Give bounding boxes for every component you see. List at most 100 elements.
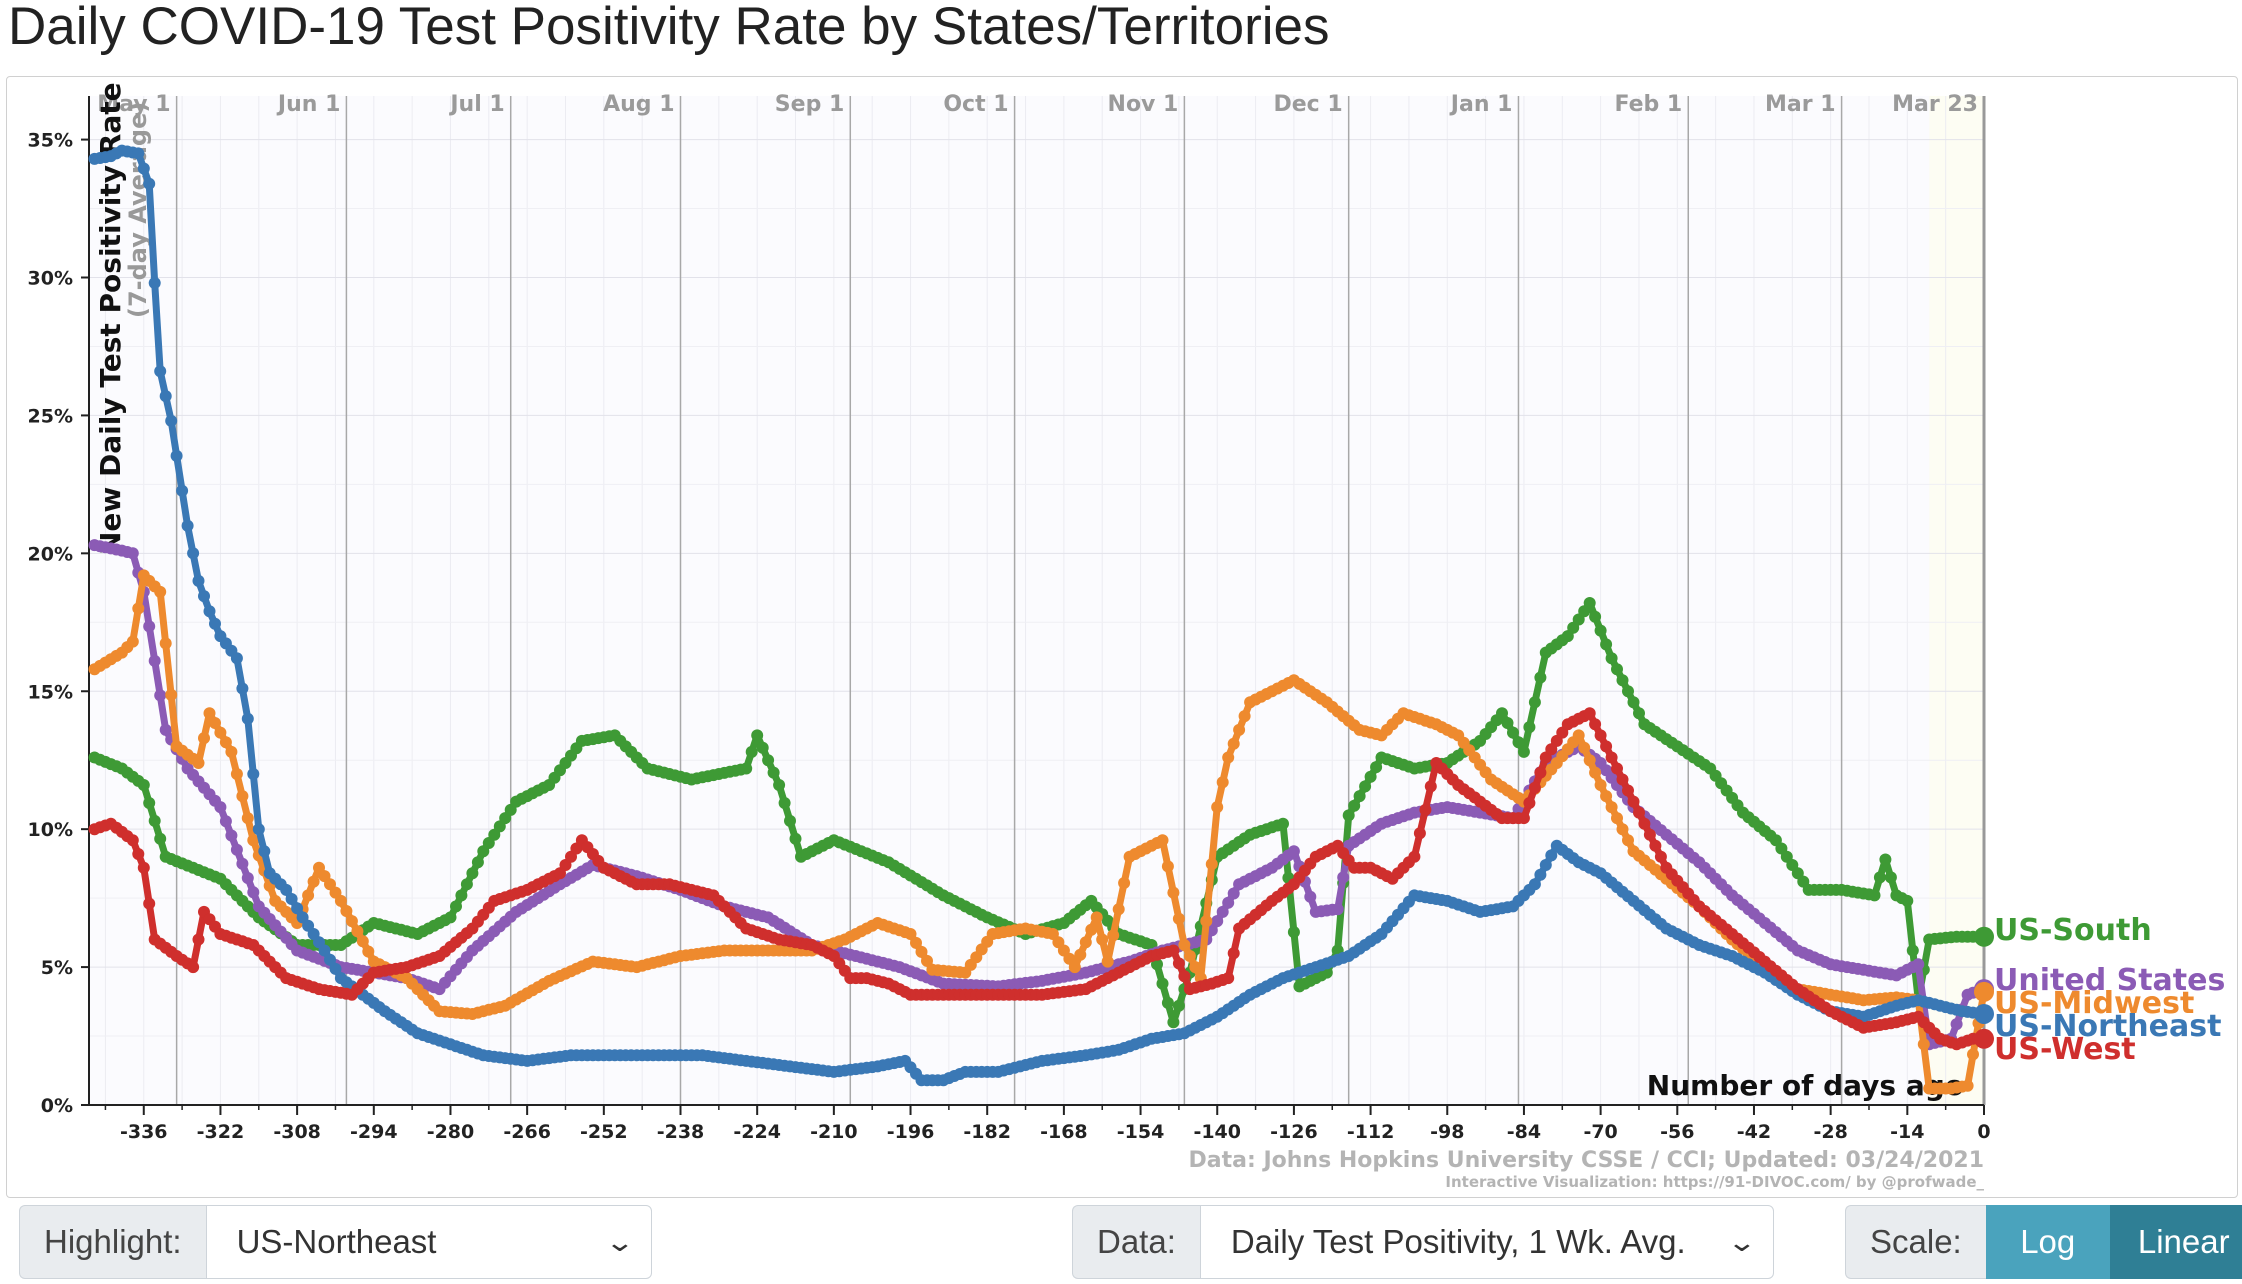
data-source-note: Data: Johns Hopkins University CSSE / CC… <box>1189 1148 1984 1173</box>
data-point <box>181 519 194 532</box>
data-point <box>1633 707 1645 720</box>
data-point <box>1178 970 1191 983</box>
scale-label: Scale: <box>1845 1205 1986 1279</box>
y-tick-label: 0% <box>41 1095 73 1117</box>
data-point <box>241 872 254 884</box>
data-point <box>219 815 232 828</box>
data-point <box>126 547 139 560</box>
y-tick-label: 20% <box>28 543 73 565</box>
data-point <box>1424 780 1437 793</box>
data-point <box>1605 751 1618 764</box>
x-tick-label: -238 <box>657 1121 705 1143</box>
data-point <box>740 762 753 775</box>
highlight-select[interactable]: US-Northeast ⌄ <box>205 1205 652 1279</box>
data-point <box>1654 850 1667 863</box>
data-point <box>1589 766 1602 779</box>
data-point <box>137 779 150 791</box>
data-point <box>132 848 145 860</box>
data-point <box>154 585 167 598</box>
data-point <box>767 766 780 779</box>
data-point <box>1161 860 1174 873</box>
data-point <box>1348 799 1361 812</box>
x-tick-label: -126 <box>1270 1121 1318 1143</box>
data-point <box>225 745 238 758</box>
data-point <box>236 682 249 695</box>
scale-log-button[interactable]: Log <box>1985 1205 2110 1279</box>
month-label: Mar 1 <box>1765 92 1836 117</box>
data-point <box>1528 878 1541 891</box>
month-label: Sep 1 <box>775 92 844 117</box>
scale-linear-button[interactable]: Linear <box>2109 1205 2242 1279</box>
data-point <box>1074 948 1087 961</box>
data-point <box>159 723 172 736</box>
month-label: Feb 1 <box>1614 92 1682 117</box>
data-point <box>241 812 254 825</box>
data-point <box>921 954 933 967</box>
data-point <box>1600 790 1613 803</box>
x-axis-label: Number of days ago <box>1647 1069 1964 1102</box>
data-point <box>252 823 265 836</box>
y-tick-label: 30% <box>28 268 73 290</box>
data-point <box>1096 933 1109 946</box>
data-point <box>1517 812 1530 825</box>
month-label: Jan 1 <box>1449 92 1513 117</box>
data-select[interactable]: Daily Test Positivity, 1 Wk. Avg. ⌄ <box>1199 1205 1774 1279</box>
series-label-us-midwest: US-Midwest <box>1994 986 2194 1021</box>
data-point <box>762 754 775 767</box>
data-point <box>1085 923 1098 936</box>
data-point <box>460 878 473 891</box>
data-point <box>137 861 150 874</box>
month-label: Dec 1 <box>1273 92 1342 117</box>
data-point <box>247 834 260 847</box>
x-tick-label: -70 <box>1583 1121 1617 1143</box>
x-tick-label: -168 <box>1040 1121 1088 1143</box>
data-point <box>1534 671 1547 684</box>
x-tick-label: -210 <box>810 1121 858 1143</box>
data-point <box>1079 936 1092 949</box>
data-point <box>1178 939 1191 951</box>
data-point <box>324 953 336 966</box>
month-label: Jun 1 <box>276 92 340 117</box>
data-point <box>789 832 802 845</box>
chevron-down-icon: ⌄ <box>604 1226 635 1257</box>
data-point <box>1616 773 1629 786</box>
series-label-us-south: US-South <box>1994 913 2152 948</box>
y-tick-label: 10% <box>28 819 73 841</box>
data-point <box>209 717 221 729</box>
data-point <box>751 729 764 742</box>
data-point <box>1545 849 1558 862</box>
y-tick-label: 15% <box>28 681 73 703</box>
data-point <box>214 726 227 739</box>
data-point <box>230 768 243 780</box>
data-point <box>1873 871 1886 884</box>
data-point <box>1589 718 1602 731</box>
data-point <box>1589 610 1602 623</box>
x-tick-label: 0 <box>1977 1121 1990 1143</box>
data-point <box>192 757 205 769</box>
data-point <box>915 945 928 958</box>
data-point <box>1227 947 1240 960</box>
x-tick-label: -98 <box>1430 1121 1464 1143</box>
x-tick-label: -280 <box>427 1121 475 1143</box>
data-point <box>154 365 167 378</box>
month-label: May 1 <box>97 92 170 117</box>
data-point <box>1594 779 1607 791</box>
scale-control: Scale: Log Linear <box>1845 1205 2242 1279</box>
data-point <box>1901 894 1914 907</box>
data-point <box>1183 950 1196 962</box>
series-label-us-northeast: US-Northeast <box>1994 1009 2221 1044</box>
data-point <box>1364 770 1377 783</box>
data-point <box>247 886 260 899</box>
month-label: Aug 1 <box>603 92 674 117</box>
data-point <box>1649 839 1662 852</box>
data-point <box>1611 812 1623 825</box>
data-point <box>198 732 210 745</box>
x-tick-label: -140 <box>1193 1121 1241 1143</box>
data-point <box>745 745 758 758</box>
data-point <box>1342 809 1355 822</box>
data-point <box>1622 784 1634 797</box>
data-point <box>1156 977 1169 990</box>
y-tick-label: 25% <box>28 405 73 427</box>
highlight-control: Highlight: US-Northeast ⌄ <box>19 1205 652 1279</box>
data-point <box>362 945 375 958</box>
